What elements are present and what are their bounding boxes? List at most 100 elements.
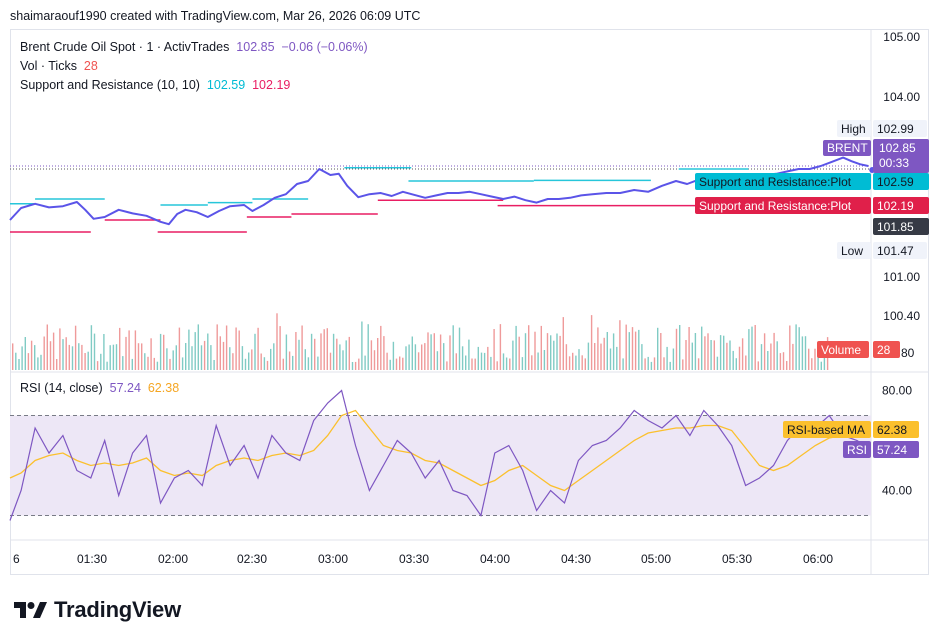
res-value-bg [873, 173, 929, 190]
high-label: High [841, 122, 866, 136]
volume-bar [666, 346, 668, 370]
volume-bar [185, 343, 187, 370]
time-axis-tick: 02:00 [158, 552, 188, 566]
rsi-tag-label-bg [843, 441, 871, 458]
volume-value: 28 [877, 343, 891, 357]
volume-bar [729, 340, 731, 370]
volume-bar [644, 358, 646, 370]
volume-bar [282, 358, 284, 370]
volume-bar [339, 344, 341, 370]
rsi-ma-line[interactable] [9, 409, 869, 492]
volume-bar [399, 356, 401, 370]
volume-bar [537, 352, 539, 370]
volume-bar [685, 340, 687, 370]
volume-bar [329, 352, 332, 370]
volume-bar [150, 338, 152, 370]
volume-bar [90, 325, 93, 370]
volume-bar [483, 352, 486, 370]
volume-bar [798, 327, 800, 370]
rsima-value: 62.38 [877, 423, 907, 437]
volume-bar [354, 361, 357, 370]
volume-bar [534, 331, 536, 370]
volume-bar [471, 358, 473, 370]
time-axis-tick: 04:00 [480, 552, 510, 566]
volume-bar [502, 353, 505, 370]
volume-bar [383, 336, 385, 370]
volume-bar [115, 344, 118, 370]
volume-bar [650, 361, 653, 370]
chart-svg[interactable]: 105.00 104.00 101.00 100.40 80.00 40.00 6 01:30… [0, 0, 941, 590]
volume-bar [735, 358, 737, 370]
volume-bar [229, 347, 231, 370]
high-value-bg [873, 120, 927, 137]
time-axis-tick: 06:00 [803, 552, 833, 566]
volume-bar [238, 330, 240, 370]
volume-bar [568, 356, 571, 370]
time-axis-tick: 01:30 [77, 552, 107, 566]
volume-bar [430, 334, 432, 370]
legend-rsi-row[interactable]: RSI (14, close) 57.24 62.38 [20, 381, 179, 395]
volume-bar [52, 332, 55, 370]
volume-bar [46, 324, 48, 370]
volume-bar [465, 355, 467, 370]
volume-bar [804, 336, 807, 370]
volume-bar [704, 336, 706, 370]
volume-bar [556, 333, 558, 370]
volume-bar [78, 343, 80, 370]
prev-value-bg [873, 218, 929, 235]
rsi-line[interactable] [9, 389, 869, 521]
volume-bar [100, 353, 102, 370]
legend-rsi-label[interactable]: RSI (14, close) [20, 381, 103, 395]
volume-bar [210, 345, 212, 370]
legend-symbol-row[interactable]: Brent Crude Oil Spot · 1 · ActivTrades 1… [20, 40, 368, 54]
volume-bar [575, 355, 577, 370]
volume-label: Volume [821, 343, 861, 357]
volume-bar [449, 335, 451, 370]
legend-symbol[interactable]: Brent Crude Oil Spot · 1 · ActivTrades [20, 40, 230, 54]
volume-bar [402, 357, 404, 370]
legend-last: 102.85 [236, 40, 275, 54]
volume-bar [540, 325, 542, 370]
volume-bar [62, 339, 64, 370]
volume-bar [628, 332, 630, 370]
volume-bar [332, 333, 335, 370]
volume-bar [745, 355, 747, 370]
volume-bar [710, 340, 712, 370]
volume-bar [18, 359, 20, 370]
legend-vol-row[interactable]: Vol · Ticks 28 [20, 59, 98, 73]
volume-bar [144, 353, 146, 370]
volume-bar [254, 333, 256, 370]
volume-bar [43, 336, 45, 370]
high-label-bg [837, 120, 871, 137]
time-axis-tick: 05:00 [641, 552, 671, 566]
volume-bar [15, 352, 17, 370]
volume-bar [682, 359, 684, 370]
volume-bar [37, 357, 39, 370]
legend-sr-row[interactable]: Support and Resistance (10, 10) 102.59 1… [20, 78, 290, 92]
legend-sr-label[interactable]: Support and Resistance (10, 10) [20, 78, 200, 92]
volume-bar [792, 343, 794, 370]
volume-bar [543, 350, 546, 370]
volume-bar [49, 341, 52, 370]
volume-bar [405, 346, 407, 370]
legend-vol-label[interactable]: Vol · Ticks [20, 59, 77, 73]
low-value: 101.47 [877, 244, 914, 258]
rsi-tag-label: RSI [847, 443, 867, 457]
price-line[interactable] [9, 156, 869, 226]
volume-bar [203, 340, 206, 370]
volume-bar [512, 340, 514, 370]
rsima-label: RSI-based MA [787, 423, 865, 437]
volume-bar [307, 357, 310, 370]
volume-bar [647, 356, 649, 370]
volume-bar [616, 346, 618, 370]
res-label: Support and Resistance:Plot [699, 175, 852, 189]
volume-bar [493, 329, 495, 370]
volume-bar [688, 327, 690, 370]
volume-bar [707, 333, 709, 370]
rsima-value-bg [873, 421, 919, 438]
volume-bar [754, 325, 756, 370]
high-value: 102.99 [877, 122, 914, 136]
time-axis-tick: 03:00 [318, 552, 348, 566]
prev-value: 101.85 [877, 220, 914, 234]
tradingview-logo[interactable]: TradingView [12, 597, 181, 623]
